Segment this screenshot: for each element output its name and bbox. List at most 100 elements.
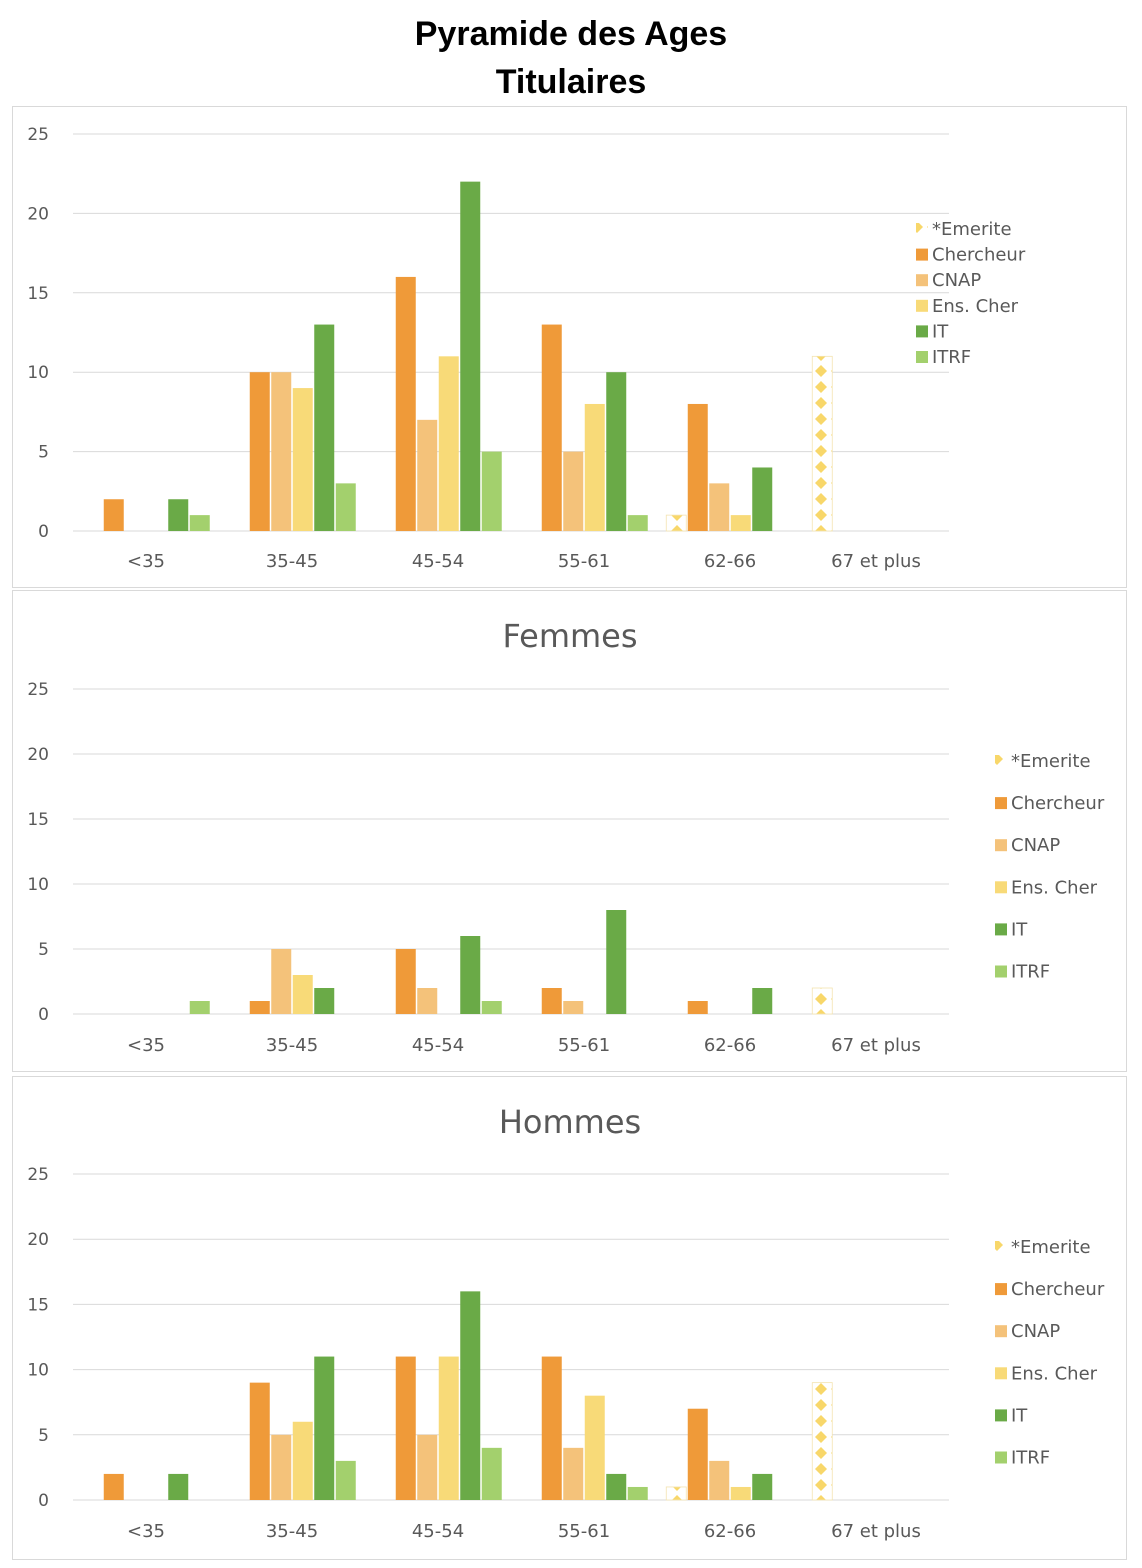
- legend-swatch-emerite: [995, 755, 1007, 767]
- bar-ens-cher-55-61: [584, 1395, 605, 1500]
- x-category-label: <35: [127, 551, 165, 572]
- y-tick-label: 5: [38, 940, 49, 960]
- bar-ens-cher-35-45: [292, 388, 313, 531]
- x-category-label: <35: [127, 1521, 165, 1542]
- main-title-line2: Titulaires: [495, 63, 647, 101]
- x-category-label: 35-45: [266, 1521, 318, 1542]
- bar-chercheur-35-45: [249, 1001, 270, 1014]
- legend-label-itrf: ITRF: [1011, 962, 1050, 983]
- legend-label-itrf: ITRF: [1011, 1448, 1050, 1469]
- bar-ens-cher-62-66: [730, 515, 751, 531]
- bar-ens-cher-45-54: [438, 1356, 459, 1500]
- bar-it-62-66: [752, 988, 773, 1014]
- chart-title: Femmes: [502, 617, 637, 655]
- bar-itrf-45-54: [481, 451, 502, 531]
- y-tick-label: 10: [27, 363, 49, 383]
- y-tick-label: 20: [27, 745, 49, 765]
- chart-femmes: Femmes 0 5 10 15 20 25 <35 35-45 45-54 55-61 62-66 6…: [27, 617, 1104, 1056]
- bar-cnap-45-54: [417, 988, 438, 1014]
- bar-it-55-61: [606, 1473, 627, 1500]
- legend-label-cnap: CNAP: [932, 270, 981, 291]
- legend-swatch-emerite: [916, 223, 928, 235]
- chart-hommes: Hommes 0 5 10 15 20 25 <35 35-45 45-54 55-61 62-66 6…: [27, 1103, 1104, 1542]
- bar-cnap-55-61: [563, 1001, 584, 1014]
- legend-swatch-ens-cher: [916, 299, 928, 312]
- bar-itrf-45-54: [481, 1447, 502, 1500]
- x-category-label: 35-45: [266, 551, 318, 572]
- bar-itrf-35-45: [335, 1460, 356, 1500]
- bar-itrf-35: [189, 515, 210, 531]
- legend-label-itrf: ITRF: [932, 347, 971, 368]
- chart-panel-titulaires: 0 5 10 15 20 25 <35 35-45 45-54 55-61 62-66 67 et p…: [12, 106, 1127, 588]
- bar-it-55-61: [606, 372, 627, 531]
- bar-ens-cher-55-61: [584, 403, 605, 531]
- bar-itrf-55-61: [627, 515, 648, 531]
- bar-cnap-35-45: [271, 949, 292, 1014]
- bar-ens-cher-62-66: [730, 1486, 751, 1500]
- x-category-label: 55-61: [558, 1035, 610, 1056]
- bar-itrf-45-54: [481, 1001, 502, 1014]
- bar-itrf-55-61: [627, 1486, 648, 1500]
- bar-cnap-45-54: [417, 1434, 438, 1500]
- y-tick-label: 15: [27, 810, 49, 830]
- y-tick-label: 0: [38, 1491, 49, 1511]
- main-title-line1: Pyramide des Ages: [414, 15, 728, 53]
- bar-chercheur-45-54: [395, 1356, 416, 1500]
- y-tick-label: 5: [38, 443, 49, 463]
- x-category-label: 62-66: [704, 1521, 756, 1542]
- bar-chercheur-35-45: [249, 1382, 270, 1500]
- bar-cnap-45-54: [417, 419, 438, 531]
- bar-it-45-54: [460, 936, 481, 1014]
- legend-swatch-cnap: [995, 1325, 1007, 1338]
- bar-chercheur-45-54: [395, 949, 416, 1014]
- legend-swatch-emerite: [995, 1241, 1007, 1253]
- x-category-label: 35-45: [266, 1035, 318, 1056]
- legend-label-chercheur: Chercheur: [932, 245, 1026, 266]
- bar-it-35: [168, 499, 189, 531]
- bar-emerite-62-66: [665, 514, 687, 532]
- bar-ens-cher-45-54: [438, 356, 459, 531]
- legend-label-it: IT: [932, 321, 949, 342]
- bar-ens-cher-35-45: [292, 975, 313, 1014]
- y-tick-label: 5: [38, 1426, 49, 1446]
- bar-it-45-54: [460, 1291, 481, 1500]
- bar-chercheur-62-66: [687, 1001, 708, 1014]
- x-category-label: 62-66: [704, 551, 756, 572]
- y-tick-label: 0: [38, 522, 49, 542]
- legend-swatch-chercheur: [916, 248, 928, 261]
- bar-chercheur-62-66: [687, 1408, 708, 1500]
- legend-label-emerite: *Emerite: [932, 219, 1012, 240]
- bar-chercheur-55-61: [541, 988, 562, 1014]
- legend-label-cnap: CNAP: [1011, 835, 1060, 856]
- bar-chercheur-35: [103, 1473, 124, 1500]
- bar-cnap-62-66: [709, 1460, 730, 1500]
- chart-titulaires: 0 5 10 15 20 25 <35 35-45 45-54 55-61 62-66 67 et p…: [27, 125, 1026, 572]
- bar-it-35-45: [314, 1356, 335, 1500]
- legend-label-ens-cher: Ens. Cher: [932, 296, 1019, 317]
- legend-swatch-ens-cher: [995, 881, 1007, 894]
- bar-chercheur-55-61: [541, 324, 562, 531]
- chart-panel-hommes: Hommes 0 5 10 15 20 25 <35 35-45 45-54 55-61 62-66 6…: [12, 1076, 1127, 1560]
- y-tick-label: 0: [38, 1005, 49, 1025]
- bar-cnap-62-66: [709, 483, 730, 531]
- legend-swatch-itrf: [995, 965, 1007, 978]
- bar-cnap-55-61: [563, 1447, 584, 1500]
- y-tick-label: 25: [27, 680, 49, 700]
- legend-swatch-it: [916, 325, 928, 338]
- x-category-label: 62-66: [704, 1035, 756, 1056]
- bar-emerite-67-et-plus: [811, 987, 833, 1015]
- y-tick-label: 10: [27, 1361, 49, 1381]
- x-category-label: 67 et plus: [831, 1035, 921, 1056]
- bar-it-55-61: [606, 910, 627, 1014]
- legend-swatch-cnap: [995, 839, 1007, 852]
- y-tick-label: 25: [27, 1165, 49, 1185]
- bar-emerite-62-66: [665, 1486, 687, 1501]
- bar-it-62-66: [752, 467, 773, 531]
- legend-label-ens-cher: Ens. Cher: [1011, 877, 1098, 898]
- bar-cnap-35-45: [271, 1434, 292, 1500]
- x-category-label: 55-61: [558, 1521, 610, 1542]
- legend-swatch-it: [995, 923, 1007, 936]
- bar-emerite-67-et-plus: [811, 1382, 833, 1501]
- bar-chercheur-45-54: [395, 276, 416, 531]
- bar-it-62-66: [752, 1473, 773, 1500]
